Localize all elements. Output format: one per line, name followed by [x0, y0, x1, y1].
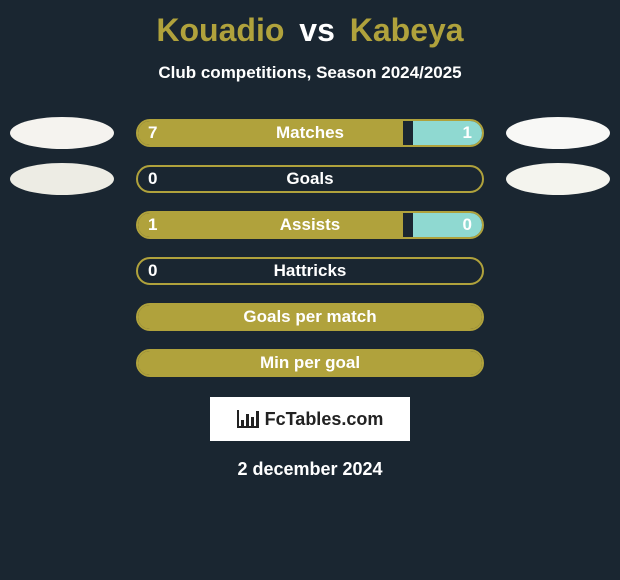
source-logo: FcTables.com [210, 397, 410, 441]
stat-label: Assists [280, 215, 340, 235]
stat-bar: 1 0 Assists [136, 211, 484, 239]
stat-value-right: 0 [463, 215, 472, 235]
stat-bar: 7 1 Matches [136, 119, 484, 147]
team-oval-right [506, 301, 610, 333]
stat-label: Min per goal [260, 353, 360, 373]
team-oval-left [10, 209, 114, 241]
stat-label: Goals [286, 169, 333, 189]
team-oval-left [10, 255, 114, 287]
stat-row: 0 Hattricks [10, 257, 610, 285]
barchart-icon [237, 410, 259, 428]
team-oval-right [506, 347, 610, 379]
stat-bar-left-seg [138, 213, 403, 237]
team-oval-right [506, 255, 610, 287]
team-oval-right [506, 117, 610, 149]
comparison-card: Kouadio vs Kabeya Club competitions, Sea… [0, 0, 620, 580]
stat-label: Goals per match [243, 307, 376, 327]
team-oval-right [506, 163, 610, 195]
team-oval-right [506, 209, 610, 241]
stat-row: Goals per match [10, 303, 610, 331]
title-vs: vs [299, 12, 335, 48]
stat-row: 0 Goals [10, 165, 610, 193]
stat-value-left: 0 [148, 169, 157, 189]
subtitle: Club competitions, Season 2024/2025 [0, 63, 620, 83]
logo-text: FcTables.com [265, 409, 384, 430]
title-player1: Kouadio [156, 12, 284, 48]
stat-row: Min per goal [10, 349, 610, 377]
stat-bar: Min per goal [136, 349, 484, 377]
team-oval-left [10, 347, 114, 379]
team-oval-left [10, 301, 114, 333]
stat-label: Hattricks [274, 261, 347, 281]
stat-bar: Goals per match [136, 303, 484, 331]
page-title: Kouadio vs Kabeya [0, 12, 620, 49]
stat-row: 1 0 Assists [10, 211, 610, 239]
stat-value-right: 1 [463, 123, 472, 143]
stat-row: 7 1 Matches [10, 119, 610, 147]
stats-rows: 7 1 Matches 0 Goals 1 0 Assists 0 Hattricks Goals … [0, 119, 620, 377]
date-label: 2 december 2024 [0, 459, 620, 480]
stat-bar: 0 Goals [136, 165, 484, 193]
team-oval-left [10, 163, 114, 195]
title-player2: Kabeya [350, 12, 464, 48]
stat-label: Matches [276, 123, 344, 143]
stat-value-left: 0 [148, 261, 157, 281]
stat-bar-left-seg [138, 121, 403, 145]
stat-value-left: 1 [148, 215, 157, 235]
team-oval-left [10, 117, 114, 149]
stat-value-left: 7 [148, 123, 157, 143]
stat-bar: 0 Hattricks [136, 257, 484, 285]
